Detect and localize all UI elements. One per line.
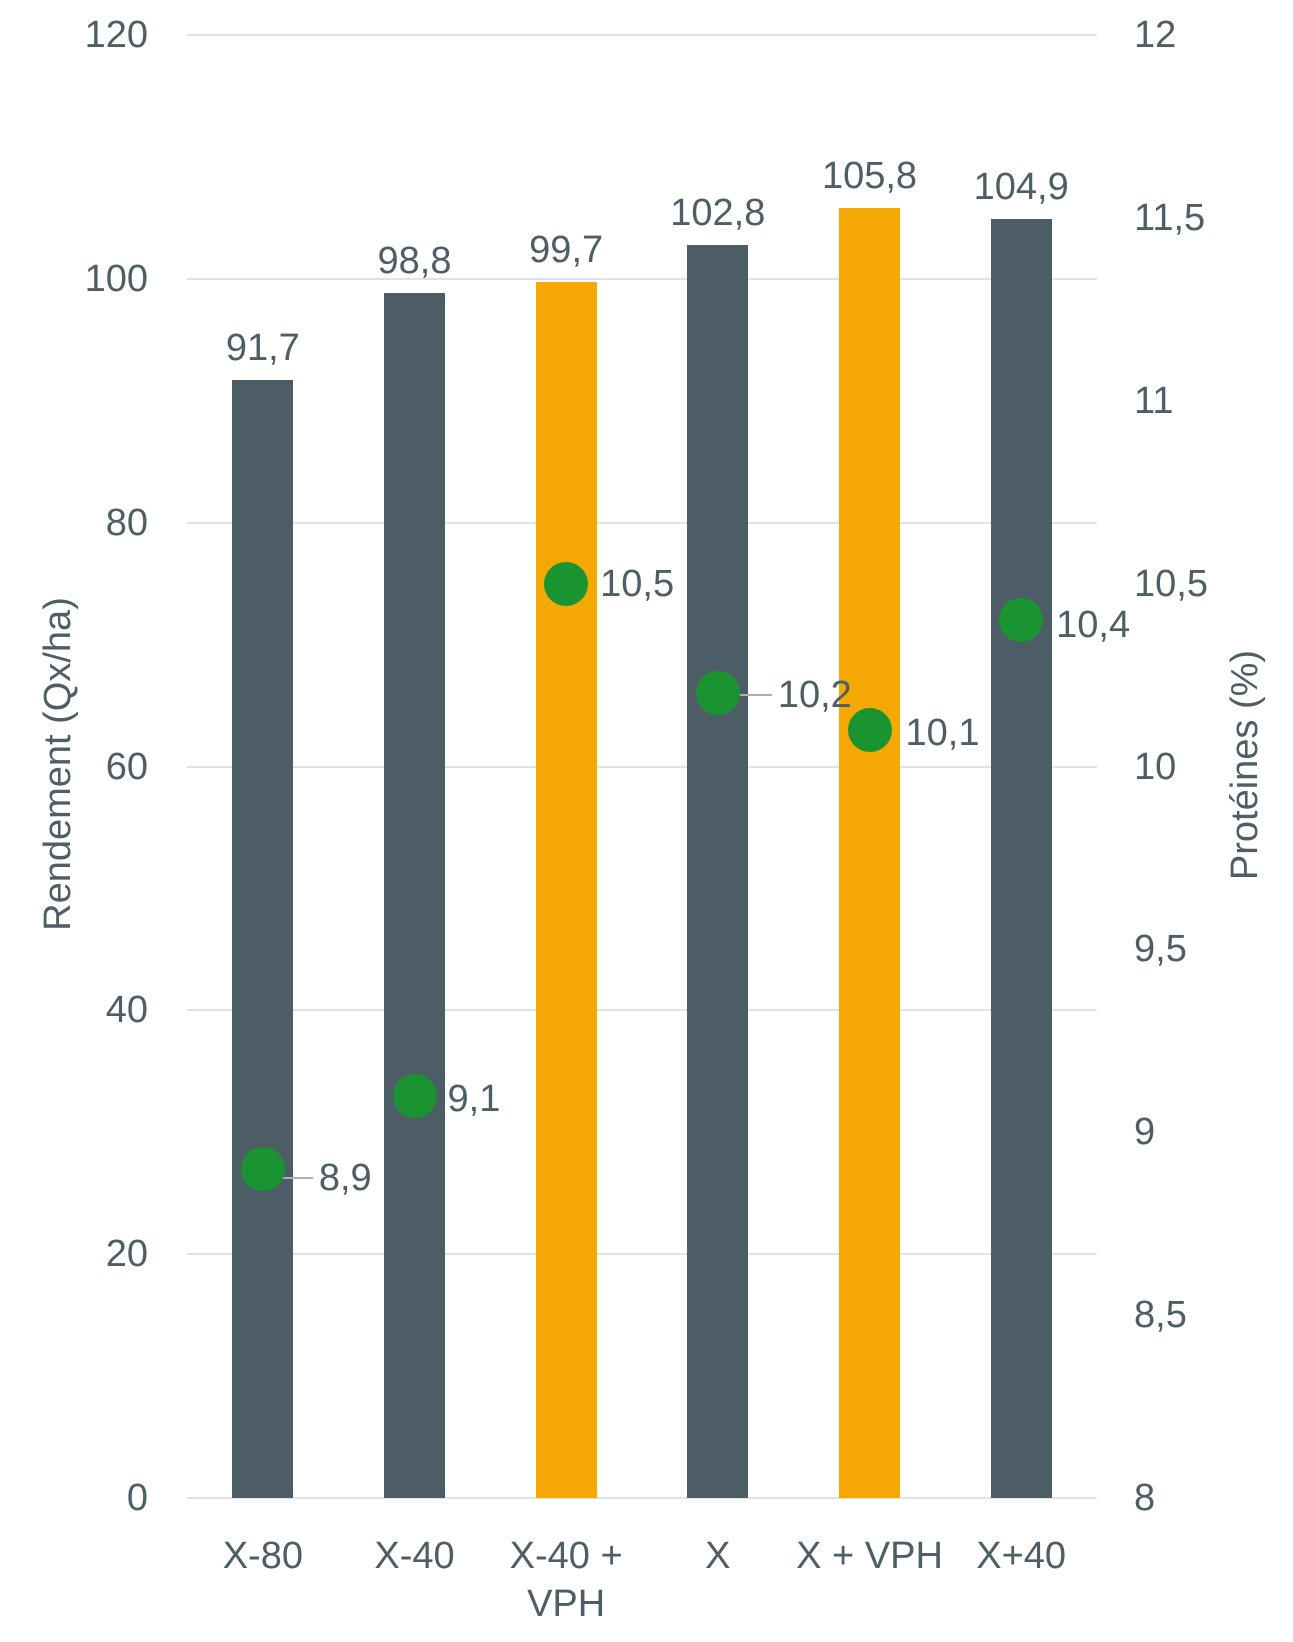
protein-dot [240, 1146, 285, 1191]
bar-value-label: 104,9 [973, 166, 1069, 209]
dot-value-label: 10,1 [905, 711, 980, 754]
category-label-line: X-40 [374, 1535, 455, 1577]
left-axis-tick-label: 80 [105, 501, 148, 544]
left-axis-tick-label: 0 [126, 1477, 148, 1519]
category-label: X-40 [320, 1532, 510, 1580]
dot-value-label: 10,5 [600, 562, 675, 605]
bar-X-80 [232, 380, 294, 1498]
gridline [187, 521, 1097, 524]
right-axis-tick-label: 12 [1134, 14, 1177, 56]
left-axis-tick-label: 120 [84, 14, 148, 56]
bar-X [687, 244, 749, 1498]
bar-X + VPH [839, 208, 900, 1498]
right-axis-tick-label: 10,5 [1134, 562, 1208, 605]
bar-X-40 [384, 293, 445, 1498]
gridline [187, 34, 1097, 36]
leader-line [717, 694, 772, 697]
category-label: X-40 + VPH [471, 1532, 661, 1628]
dot-value-label: 8,9 [318, 1156, 372, 1199]
dot-value-label: 10,2 [777, 674, 852, 717]
leader-line [262, 1176, 313, 1179]
dot-value-label: 10,4 [1056, 604, 1131, 647]
right-axis-tick-label: 9,5 [1134, 928, 1187, 971]
category-label-line: X+40 [976, 1535, 1067, 1577]
category-label-line: X + VPH [796, 1535, 943, 1577]
category-label: X [623, 1532, 813, 1580]
gridline [187, 1253, 1097, 1256]
category-label-line: X-40 + [509, 1535, 623, 1577]
right-axis-tick-label: 8,5 [1134, 1294, 1187, 1337]
left-axis-tick-label: 20 [105, 1233, 148, 1276]
category-label: X-80 [168, 1532, 358, 1580]
right-axis-title: Protéines (%) [1224, 649, 1266, 881]
left-axis-title: Rendement (Qx/ha) [37, 597, 79, 931]
gridline [187, 1009, 1097, 1012]
gridline [187, 277, 1097, 280]
bar-value-label: 102,8 [670, 191, 766, 234]
protein-dot [999, 598, 1044, 643]
left-axis-tick-label: 40 [105, 989, 148, 1032]
category-label-line: VPH [527, 1583, 606, 1625]
protein-dot [847, 707, 892, 752]
bar-value-label: 99,7 [529, 229, 604, 272]
bar-value-label: 98,8 [377, 240, 452, 283]
right-axis-tick-label: 11 [1134, 379, 1174, 422]
category-label-line: X [705, 1535, 731, 1577]
bar-value-label: 91,7 [225, 327, 300, 370]
right-axis-tick-label: 11,5 [1134, 196, 1206, 239]
right-axis-tick-label: 10 [1134, 745, 1177, 788]
protein-dot [544, 561, 589, 606]
protein-dot [695, 671, 740, 716]
dot-value-label: 9,1 [447, 1077, 501, 1120]
right-axis-tick-label: 8 [1134, 1477, 1156, 1519]
gridline [187, 765, 1097, 768]
category-label-line: X-80 [222, 1535, 303, 1577]
bar-X+40 [990, 219, 1052, 1498]
bar-value-label: 105,8 [821, 155, 918, 198]
category-label: X + VPH [775, 1532, 965, 1580]
left-axis-tick-label: 100 [84, 257, 148, 300]
protein-dot [392, 1073, 437, 1118]
right-axis-tick-label: 9 [1134, 1111, 1156, 1154]
category-label: X+40 [926, 1532, 1116, 1580]
left-axis-tick-label: 60 [105, 745, 148, 788]
bar-X-40 + VPH [535, 282, 597, 1498]
gridline [187, 1497, 1097, 1499]
